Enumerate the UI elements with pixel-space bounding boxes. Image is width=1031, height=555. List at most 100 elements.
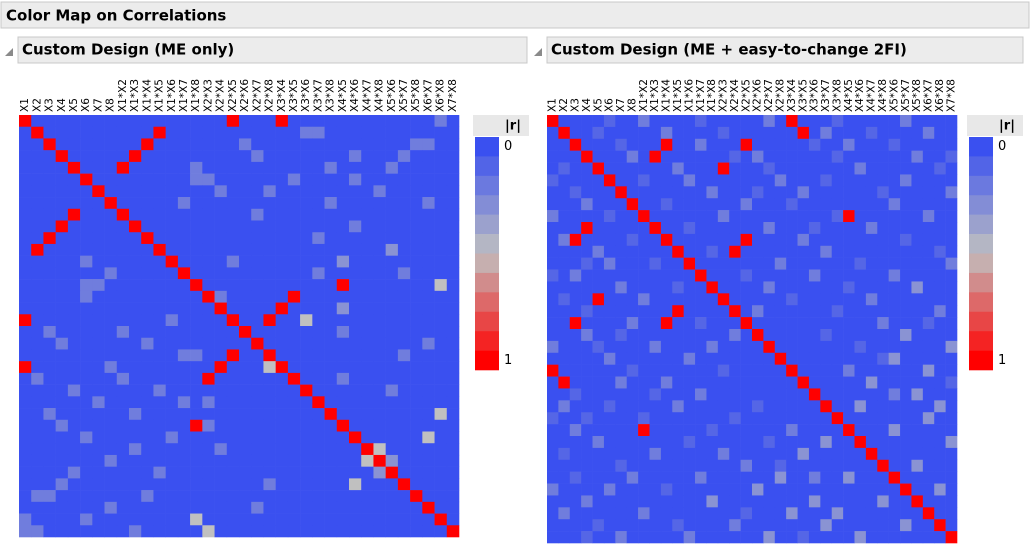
cell	[797, 150, 810, 163]
cell	[31, 337, 44, 350]
cell	[239, 431, 252, 444]
disclosure-icon[interactable]	[5, 48, 13, 56]
cell	[300, 466, 313, 479]
cell	[19, 185, 32, 198]
cell	[922, 340, 935, 354]
cell	[202, 326, 215, 339]
cell	[434, 361, 448, 374]
cell	[226, 478, 240, 491]
cell	[226, 185, 240, 198]
legend-swatch	[969, 311, 993, 332]
legend-label: 0	[998, 139, 1006, 154]
cell	[92, 314, 105, 327]
cell	[104, 243, 118, 256]
cell	[336, 478, 350, 491]
cell	[740, 245, 753, 258]
cell	[660, 531, 673, 544]
cell	[300, 290, 313, 303]
cell	[945, 364, 958, 377]
cell	[312, 173, 325, 186]
cell	[129, 185, 142, 198]
cell	[80, 501, 93, 514]
cell	[774, 329, 787, 342]
cell	[820, 495, 833, 508]
cell	[638, 305, 650, 318]
cell	[324, 290, 338, 303]
panel-header[interactable]	[17, 36, 528, 64]
cell	[177, 138, 191, 151]
cell	[660, 495, 673, 508]
outline-header[interactable]	[0, 1, 1030, 29]
cell	[116, 150, 130, 163]
cell	[31, 431, 44, 444]
cell	[820, 186, 833, 199]
cell	[349, 408, 362, 421]
cell	[92, 208, 105, 221]
cell	[385, 243, 399, 256]
cell	[336, 326, 350, 339]
cell	[752, 150, 764, 163]
cell	[843, 162, 855, 175]
cell	[592, 210, 605, 223]
cell	[603, 376, 616, 389]
cell	[116, 454, 130, 467]
cell	[92, 267, 105, 280]
cell	[820, 364, 833, 377]
cell	[141, 361, 154, 374]
cell	[547, 329, 559, 342]
cell	[385, 126, 399, 139]
cell	[373, 185, 386, 198]
cell	[569, 162, 582, 175]
cell	[165, 255, 179, 268]
cell	[603, 507, 616, 520]
cell	[202, 408, 215, 421]
cell	[569, 138, 582, 151]
cell	[92, 466, 105, 479]
cell	[660, 126, 673, 140]
cell	[843, 233, 855, 247]
cell	[55, 290, 69, 303]
cell	[934, 281, 946, 294]
cell	[324, 513, 338, 526]
cell	[287, 490, 301, 503]
cell	[831, 317, 844, 330]
legend-swatch	[475, 137, 499, 157]
cell	[649, 150, 662, 163]
cell	[672, 364, 684, 377]
cell	[683, 198, 696, 211]
cell	[660, 305, 673, 318]
cell	[740, 340, 753, 354]
cell	[92, 478, 105, 491]
cell	[31, 466, 44, 479]
cell	[410, 337, 423, 350]
cell	[877, 507, 889, 520]
cell	[287, 349, 301, 362]
cell	[43, 173, 56, 186]
cell	[410, 513, 423, 526]
cell	[649, 531, 662, 544]
cell	[615, 400, 628, 413]
cell	[239, 314, 252, 327]
cell	[202, 185, 215, 198]
cell	[649, 519, 662, 532]
cell	[615, 412, 628, 425]
cell	[672, 352, 684, 365]
cell	[581, 519, 593, 532]
cell	[55, 314, 69, 327]
cell	[683, 531, 696, 544]
cell	[373, 419, 386, 432]
panel-header[interactable]	[546, 36, 1024, 64]
cell	[67, 138, 81, 151]
cell	[202, 396, 215, 409]
cell	[165, 232, 179, 245]
cell	[729, 388, 741, 401]
cell	[854, 269, 867, 282]
cell	[592, 436, 605, 449]
cell	[385, 384, 399, 397]
disclosure-icon[interactable]	[534, 48, 542, 56]
cell	[141, 314, 154, 327]
cell	[104, 372, 118, 385]
legend-swatch	[969, 175, 993, 196]
cell	[854, 531, 867, 544]
cell	[774, 317, 787, 330]
